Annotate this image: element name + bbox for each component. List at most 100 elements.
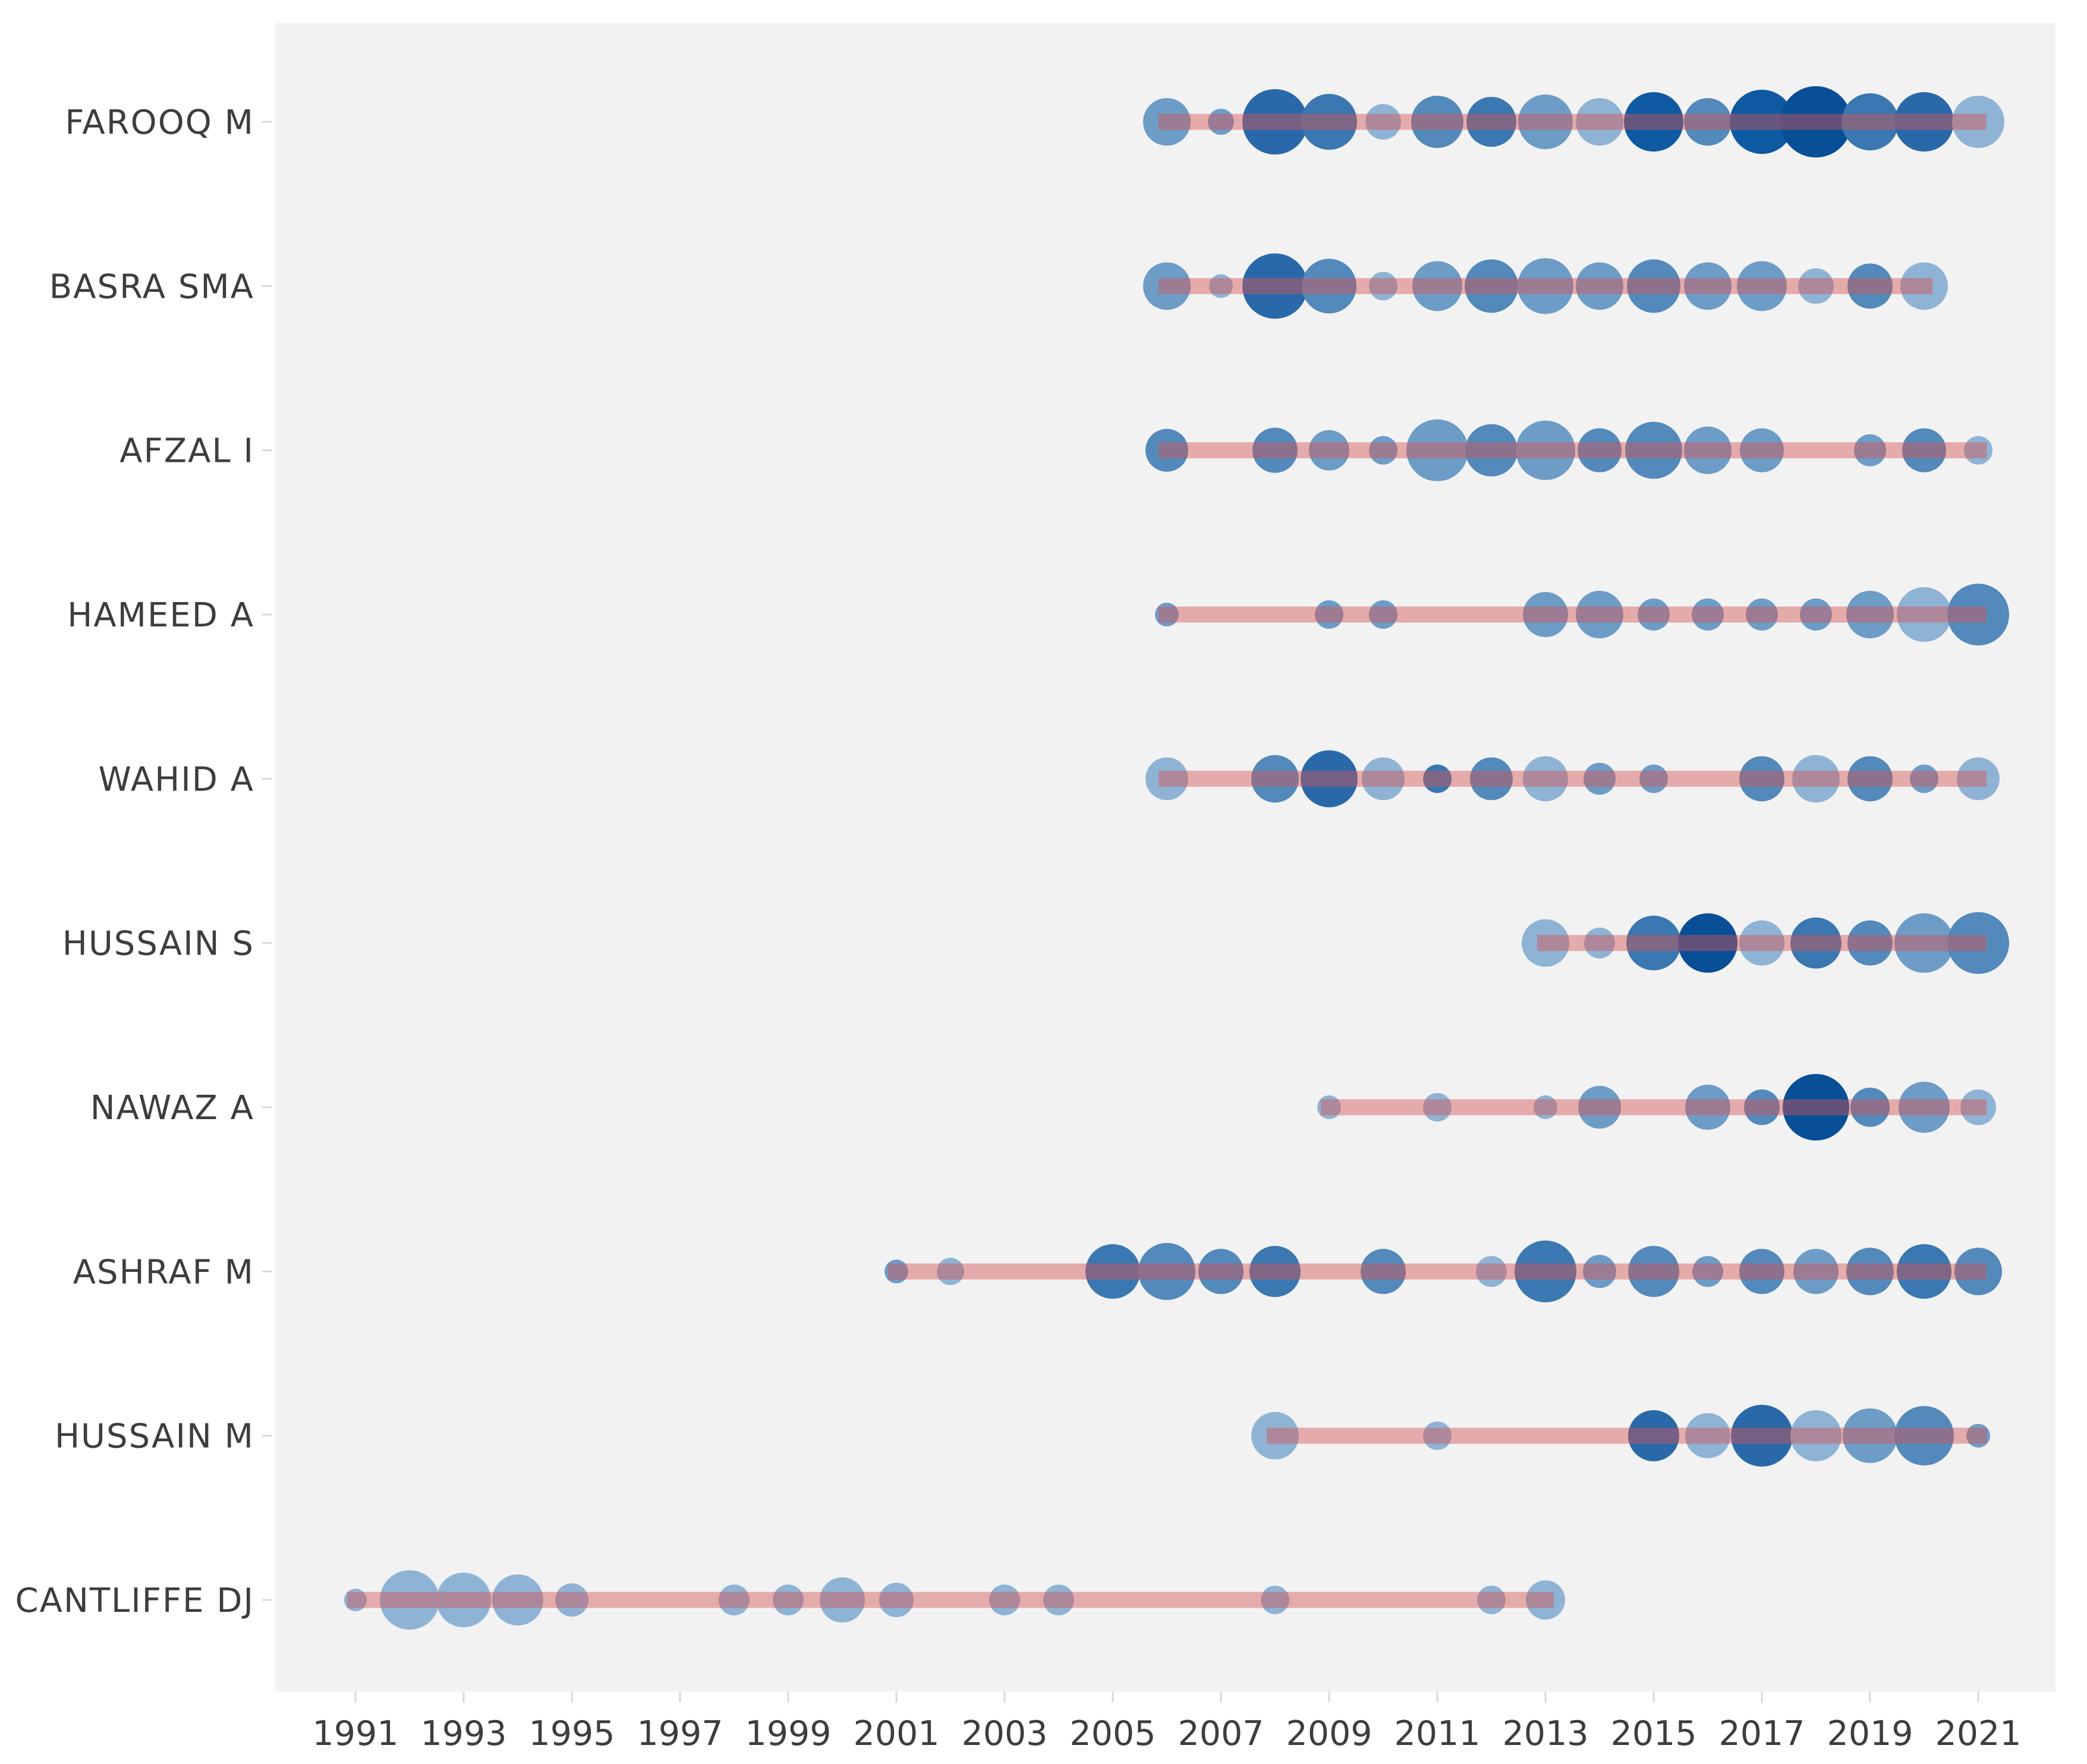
publication-bubble bbox=[1692, 1256, 1723, 1287]
publication-bubble bbox=[1846, 590, 1894, 638]
publication-bubble bbox=[1793, 1249, 1839, 1294]
publication-bubble bbox=[1966, 1423, 1990, 1448]
publication-bubble bbox=[1523, 591, 1568, 637]
publication-bubble bbox=[1792, 755, 1840, 803]
publication-bubble bbox=[1894, 1406, 1954, 1466]
x-axis-tick-label: 2017 bbox=[1718, 1714, 1805, 1753]
publication-bubble bbox=[1737, 261, 1787, 311]
timeline-line bbox=[1159, 606, 1987, 623]
timeline-line bbox=[1267, 1428, 1987, 1444]
publication-bubble bbox=[937, 1258, 964, 1286]
publication-bubble bbox=[1957, 757, 2000, 801]
publication-bubble bbox=[1790, 917, 1842, 969]
publication-bubble bbox=[989, 1584, 1020, 1615]
publication-bubble bbox=[1251, 1412, 1299, 1460]
publication-bubble bbox=[1411, 96, 1463, 148]
publication-bubble bbox=[1523, 756, 1568, 802]
publication-bubble bbox=[1138, 1243, 1195, 1300]
publication-bubble bbox=[1900, 262, 1948, 310]
timeline-line bbox=[888, 1263, 1987, 1280]
x-axis-tick-label: 2019 bbox=[1827, 1714, 1913, 1753]
publication-bubble bbox=[1043, 1584, 1074, 1615]
publication-bubble bbox=[1470, 757, 1513, 801]
publication-bubble bbox=[1465, 424, 1518, 477]
publication-bubble bbox=[1423, 1092, 1452, 1122]
publication-bubble bbox=[1518, 258, 1573, 314]
publication-bubble bbox=[1085, 1244, 1140, 1299]
publication-bubble bbox=[1684, 98, 1732, 146]
y-axis-label: HUSSAIN S bbox=[62, 925, 254, 963]
publication-bubble bbox=[879, 1582, 914, 1617]
x-axis-tick-label: 2011 bbox=[1394, 1714, 1480, 1753]
publication-bubble bbox=[1578, 1085, 1621, 1129]
publication-bubble bbox=[1899, 1081, 1950, 1133]
y-axis-label: ASHRAF M bbox=[73, 1253, 254, 1292]
publication-bubble bbox=[1731, 1404, 1793, 1467]
publication-bubble bbox=[1894, 913, 1954, 973]
publication-bubble bbox=[1301, 750, 1358, 808]
publication-bubble bbox=[1628, 1246, 1679, 1297]
y-axis-label: FAROOQ M bbox=[65, 103, 254, 142]
publication-bubble bbox=[1145, 757, 1188, 801]
publication-bubble bbox=[1155, 602, 1179, 626]
publication-bubble bbox=[1522, 919, 1569, 967]
publication-bubble bbox=[1685, 1413, 1730, 1459]
publication-bubble bbox=[1947, 583, 2009, 645]
x-axis-tick-label: 1999 bbox=[745, 1714, 831, 1753]
timeline-line bbox=[1159, 114, 1987, 130]
publication-bubble bbox=[1249, 1246, 1301, 1297]
publication-bubble bbox=[380, 1570, 439, 1630]
publication-bubble bbox=[1526, 1580, 1565, 1620]
publication-bubble bbox=[1744, 1089, 1780, 1125]
x-axis-tick-label: 2021 bbox=[1935, 1714, 2021, 1753]
publication-bubble bbox=[1850, 1087, 1890, 1127]
publication-bubble bbox=[1315, 600, 1343, 629]
x-axis-tick-label: 2001 bbox=[853, 1714, 939, 1753]
publication-bubble bbox=[1847, 756, 1893, 802]
publication-bubble bbox=[1576, 590, 1623, 638]
publication-bubble bbox=[1910, 764, 1938, 793]
publication-bubble bbox=[1847, 263, 1893, 309]
publication-bubble bbox=[1854, 434, 1886, 467]
publication-bubble bbox=[1627, 259, 1680, 313]
publication-bubble bbox=[1954, 1248, 2002, 1296]
timeline-line bbox=[1537, 935, 1987, 952]
publication-bubble bbox=[555, 1583, 588, 1617]
publication-bubble bbox=[820, 1577, 865, 1623]
timeline-line bbox=[1159, 278, 1932, 294]
publication-bubble bbox=[1952, 96, 2004, 148]
publication-bubble bbox=[1476, 1256, 1507, 1287]
y-axis-label: HUSSAIN M bbox=[55, 1418, 254, 1456]
publication-bubble bbox=[1143, 262, 1191, 310]
x-axis-tick-label: 2015 bbox=[1610, 1714, 1696, 1753]
y-axis-label: AFZAL I bbox=[119, 432, 254, 471]
y-axis-label: WAHID A bbox=[99, 760, 254, 799]
publication-bubble bbox=[1847, 920, 1893, 966]
publication-bubble bbox=[1145, 429, 1188, 472]
y-axis-label: BASRA SMA bbox=[49, 267, 254, 306]
publication-bubble bbox=[1242, 89, 1308, 155]
publication-bubble bbox=[1583, 1255, 1616, 1289]
publication-bubble bbox=[1780, 86, 1852, 158]
x-axis-tick-label: 1995 bbox=[528, 1714, 615, 1753]
publication-bubble bbox=[1466, 97, 1516, 147]
publication-bubble bbox=[1365, 104, 1401, 140]
timeline-line bbox=[1159, 770, 1987, 787]
publication-bubble bbox=[1208, 109, 1234, 135]
publication-bubble bbox=[1902, 428, 1946, 472]
publication-bubble bbox=[1739, 920, 1784, 966]
publication-bubble bbox=[1800, 598, 1832, 631]
publication-bubble bbox=[1584, 763, 1616, 795]
publication-bubble bbox=[1406, 419, 1468, 481]
publication-bubble bbox=[1576, 98, 1623, 146]
publication-bubble bbox=[884, 1259, 908, 1284]
publication-bubble bbox=[1843, 1408, 1897, 1463]
publication-bubble bbox=[1739, 1249, 1784, 1294]
x-axis-tick-label: 2007 bbox=[1178, 1714, 1264, 1753]
publication-bubble bbox=[1639, 764, 1668, 793]
publication-bubble bbox=[1626, 915, 1681, 971]
publication-bubble bbox=[1209, 274, 1233, 298]
publication-bubble bbox=[1302, 259, 1356, 314]
x-axis-tick-label: 1991 bbox=[312, 1714, 398, 1753]
